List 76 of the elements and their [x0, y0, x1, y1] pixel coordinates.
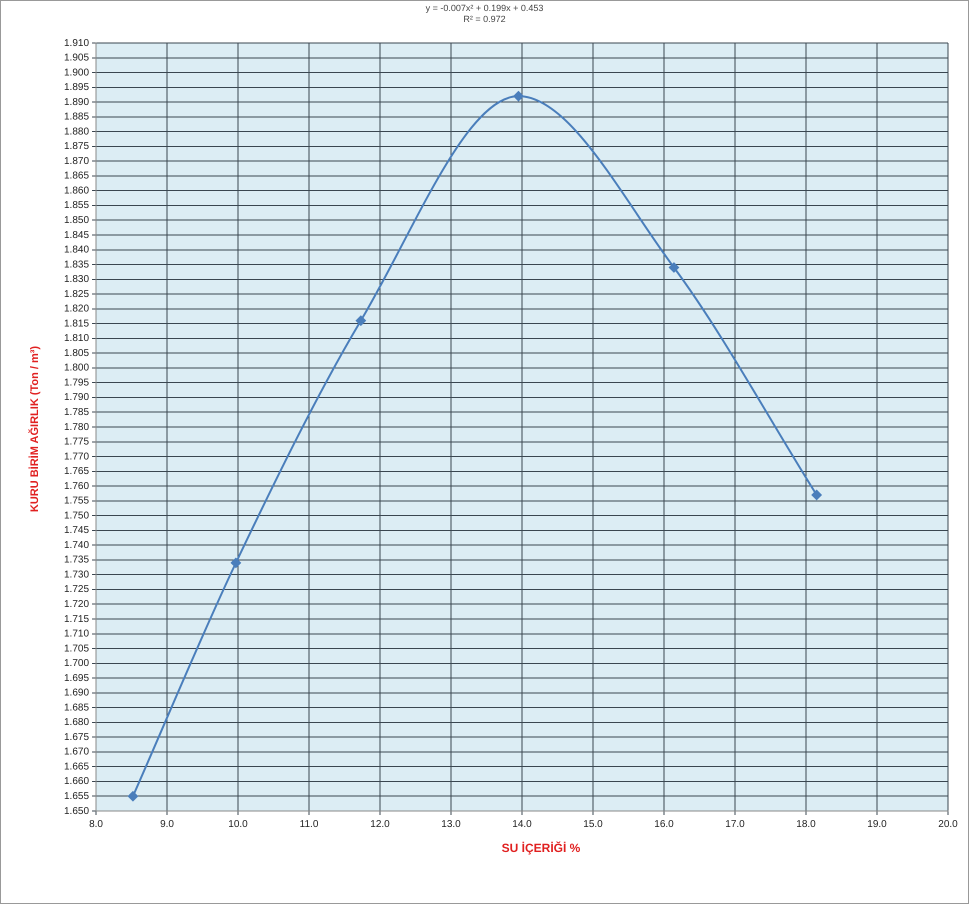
y-tick-label: 1.770: [64, 451, 90, 462]
x-tick-label: 17.0: [725, 818, 746, 830]
y-tick-label: 1.825: [64, 288, 90, 300]
y-tick-label: 1.760: [64, 480, 90, 492]
y-tick-label: 1.875: [64, 141, 90, 152]
y-tick-label: 1.650: [64, 806, 90, 817]
point: [513, 91, 524, 102]
y-tick-label: 1.880: [64, 126, 90, 138]
y-tick-label: 1.805: [64, 348, 90, 359]
text: R² = 0.972: [462, 14, 507, 25]
x-tick-label: 11.0: [300, 818, 319, 830]
y-tick-label: 1.835: [64, 259, 90, 270]
point: [128, 791, 138, 802]
y-tick-label: 1.800: [64, 362, 90, 374]
x-tick-label: 20.0: [938, 818, 958, 830]
x-axis-title: SU İÇERİĞİ %: [500, 841, 582, 855]
y-axis-title: KURU BİRİM AĞIRLIK (Ton / m³): [29, 346, 41, 512]
point: [812, 490, 822, 500]
y-tick-label: 1.720: [64, 598, 90, 610]
y-tick-label: 1.860: [64, 185, 90, 196]
y-tick-label: 1.820: [64, 304, 90, 315]
y-tick-label: 1.670: [64, 746, 90, 758]
y-tick-label: 1.705: [64, 643, 90, 654]
y-tick-label: 1.715: [64, 614, 90, 625]
point: [230, 558, 241, 568]
y-tick-label: 1.830: [64, 274, 90, 286]
x-tick-label: 8.0: [89, 818, 104, 830]
x-tick-label: 9.0: [160, 818, 174, 830]
y-tick-label: 1.780: [64, 422, 90, 433]
x-tick-label: 19.0: [867, 818, 888, 830]
y-tick-label: 1.845: [64, 230, 90, 241]
point: [356, 316, 366, 326]
y-tick-label: 1.790: [64, 392, 90, 404]
y-tick-label: 1.910: [64, 38, 90, 49]
y-tick-label: 1.725: [64, 584, 90, 596]
y-tick-label: 1.855: [64, 200, 90, 212]
y-tick-label: 1.675: [64, 732, 90, 743]
y-tick-label: 1.660: [64, 776, 90, 788]
x-tick-label: 12.0: [370, 818, 390, 830]
x-tick-label: 18.0: [796, 818, 816, 830]
y-tick-label: 1.895: [64, 82, 90, 94]
y-tick-label: 1.735: [64, 554, 90, 566]
y-tick-label: 1.710: [64, 628, 90, 640]
y-tick-label: 1.785: [64, 406, 90, 418]
y-tick-label: 1.740: [64, 540, 90, 551]
y-tick-label: 1.730: [64, 569, 90, 580]
x-tick-label: 10.0: [228, 818, 248, 830]
y-tick-label: 1.700: [64, 658, 90, 670]
y-tick-label: 1.850: [64, 214, 90, 226]
y-tick-label: 1.810: [64, 333, 90, 344]
y-tick-label: 1.665: [64, 761, 90, 772]
y-tick-label: 1.890: [64, 96, 90, 108]
y-tick-label: 1.655: [64, 790, 90, 802]
point: [668, 262, 679, 272]
x-tick-label: 16.0: [654, 818, 674, 830]
y-tick-label: 1.885: [64, 112, 90, 123]
y-tick-label: 1.840: [64, 244, 90, 256]
y-tick-label: 1.695: [64, 672, 90, 684]
y-tick-label: 1.745: [64, 525, 90, 536]
y-tick-label: 1.775: [64, 436, 90, 448]
y-tick-label: 1.680: [64, 717, 90, 728]
y-tick-label: 1.690: [64, 688, 90, 699]
y-tick-label: 1.765: [64, 466, 90, 478]
y-tick-label: 1.905: [64, 52, 90, 64]
y-tick-label: 1.685: [64, 702, 90, 714]
y-tick-label: 1.865: [64, 170, 90, 182]
x-tick-label: 13.0: [441, 818, 462, 830]
x-tick-label: 15.0: [583, 818, 604, 830]
x-tick-label: 14.0: [512, 818, 532, 830]
y-tick-label: 1.750: [64, 510, 90, 522]
y-tick-label: 1.870: [64, 156, 90, 167]
y-tick-label: 1.755: [64, 496, 90, 507]
y-tick-label: 1.815: [64, 318, 90, 330]
y-tick-label: 1.795: [64, 377, 90, 388]
y-tick-label: 1.900: [64, 67, 90, 78]
text: y = -0.007x² + 0.199x + 0.453: [424, 3, 544, 14]
